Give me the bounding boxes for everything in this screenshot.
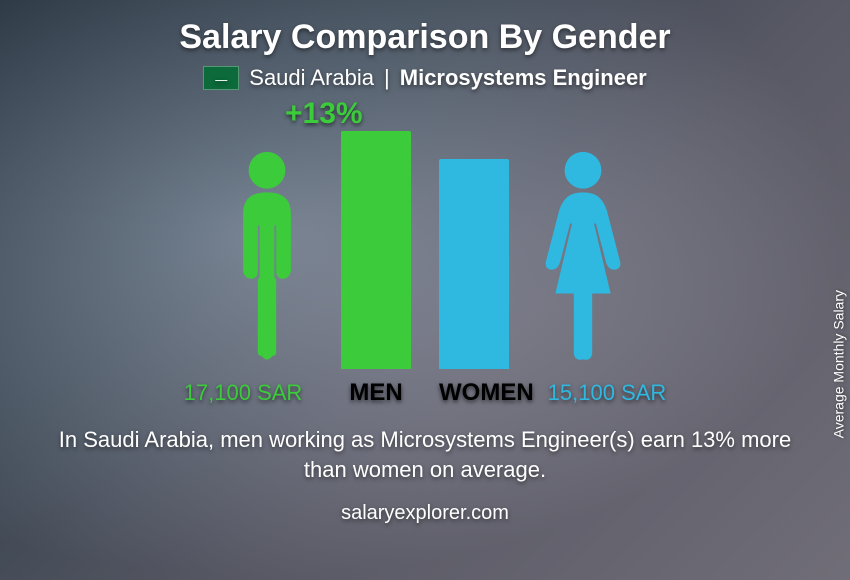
subtitle-row: ــــ Saudi Arabia | Microsystems Enginee… (203, 65, 646, 91)
role-label: Microsystems Engineer (400, 65, 647, 91)
men-bar (341, 131, 411, 369)
source-text: salaryexplorer.com (341, 502, 509, 525)
male-icon (221, 139, 313, 369)
women-bar (439, 159, 509, 369)
country-label: Saudi Arabia (249, 65, 374, 91)
chart-area: +13% (125, 97, 725, 407)
y-axis-label: Average Monthly Salary (830, 290, 846, 438)
women-label: WOMEN (439, 379, 509, 407)
flag-icon: ــــ (203, 66, 239, 90)
men-label: MEN (341, 379, 411, 407)
bars-row (221, 131, 629, 369)
female-icon (537, 139, 629, 369)
page-title: Salary Comparison By Gender (179, 18, 670, 57)
labels-row: 17,100 SAR MEN WOMEN 15,100 SAR (173, 379, 677, 407)
women-salary: 15,100 SAR (537, 380, 677, 406)
percentage-label: +13% (285, 97, 363, 131)
separator: | (384, 65, 390, 91)
infographic-content: Salary Comparison By Gender ــــ Saudi A… (0, 0, 850, 580)
description-text: In Saudi Arabia, men working as Microsys… (45, 425, 805, 484)
men-salary: 17,100 SAR (173, 380, 313, 406)
